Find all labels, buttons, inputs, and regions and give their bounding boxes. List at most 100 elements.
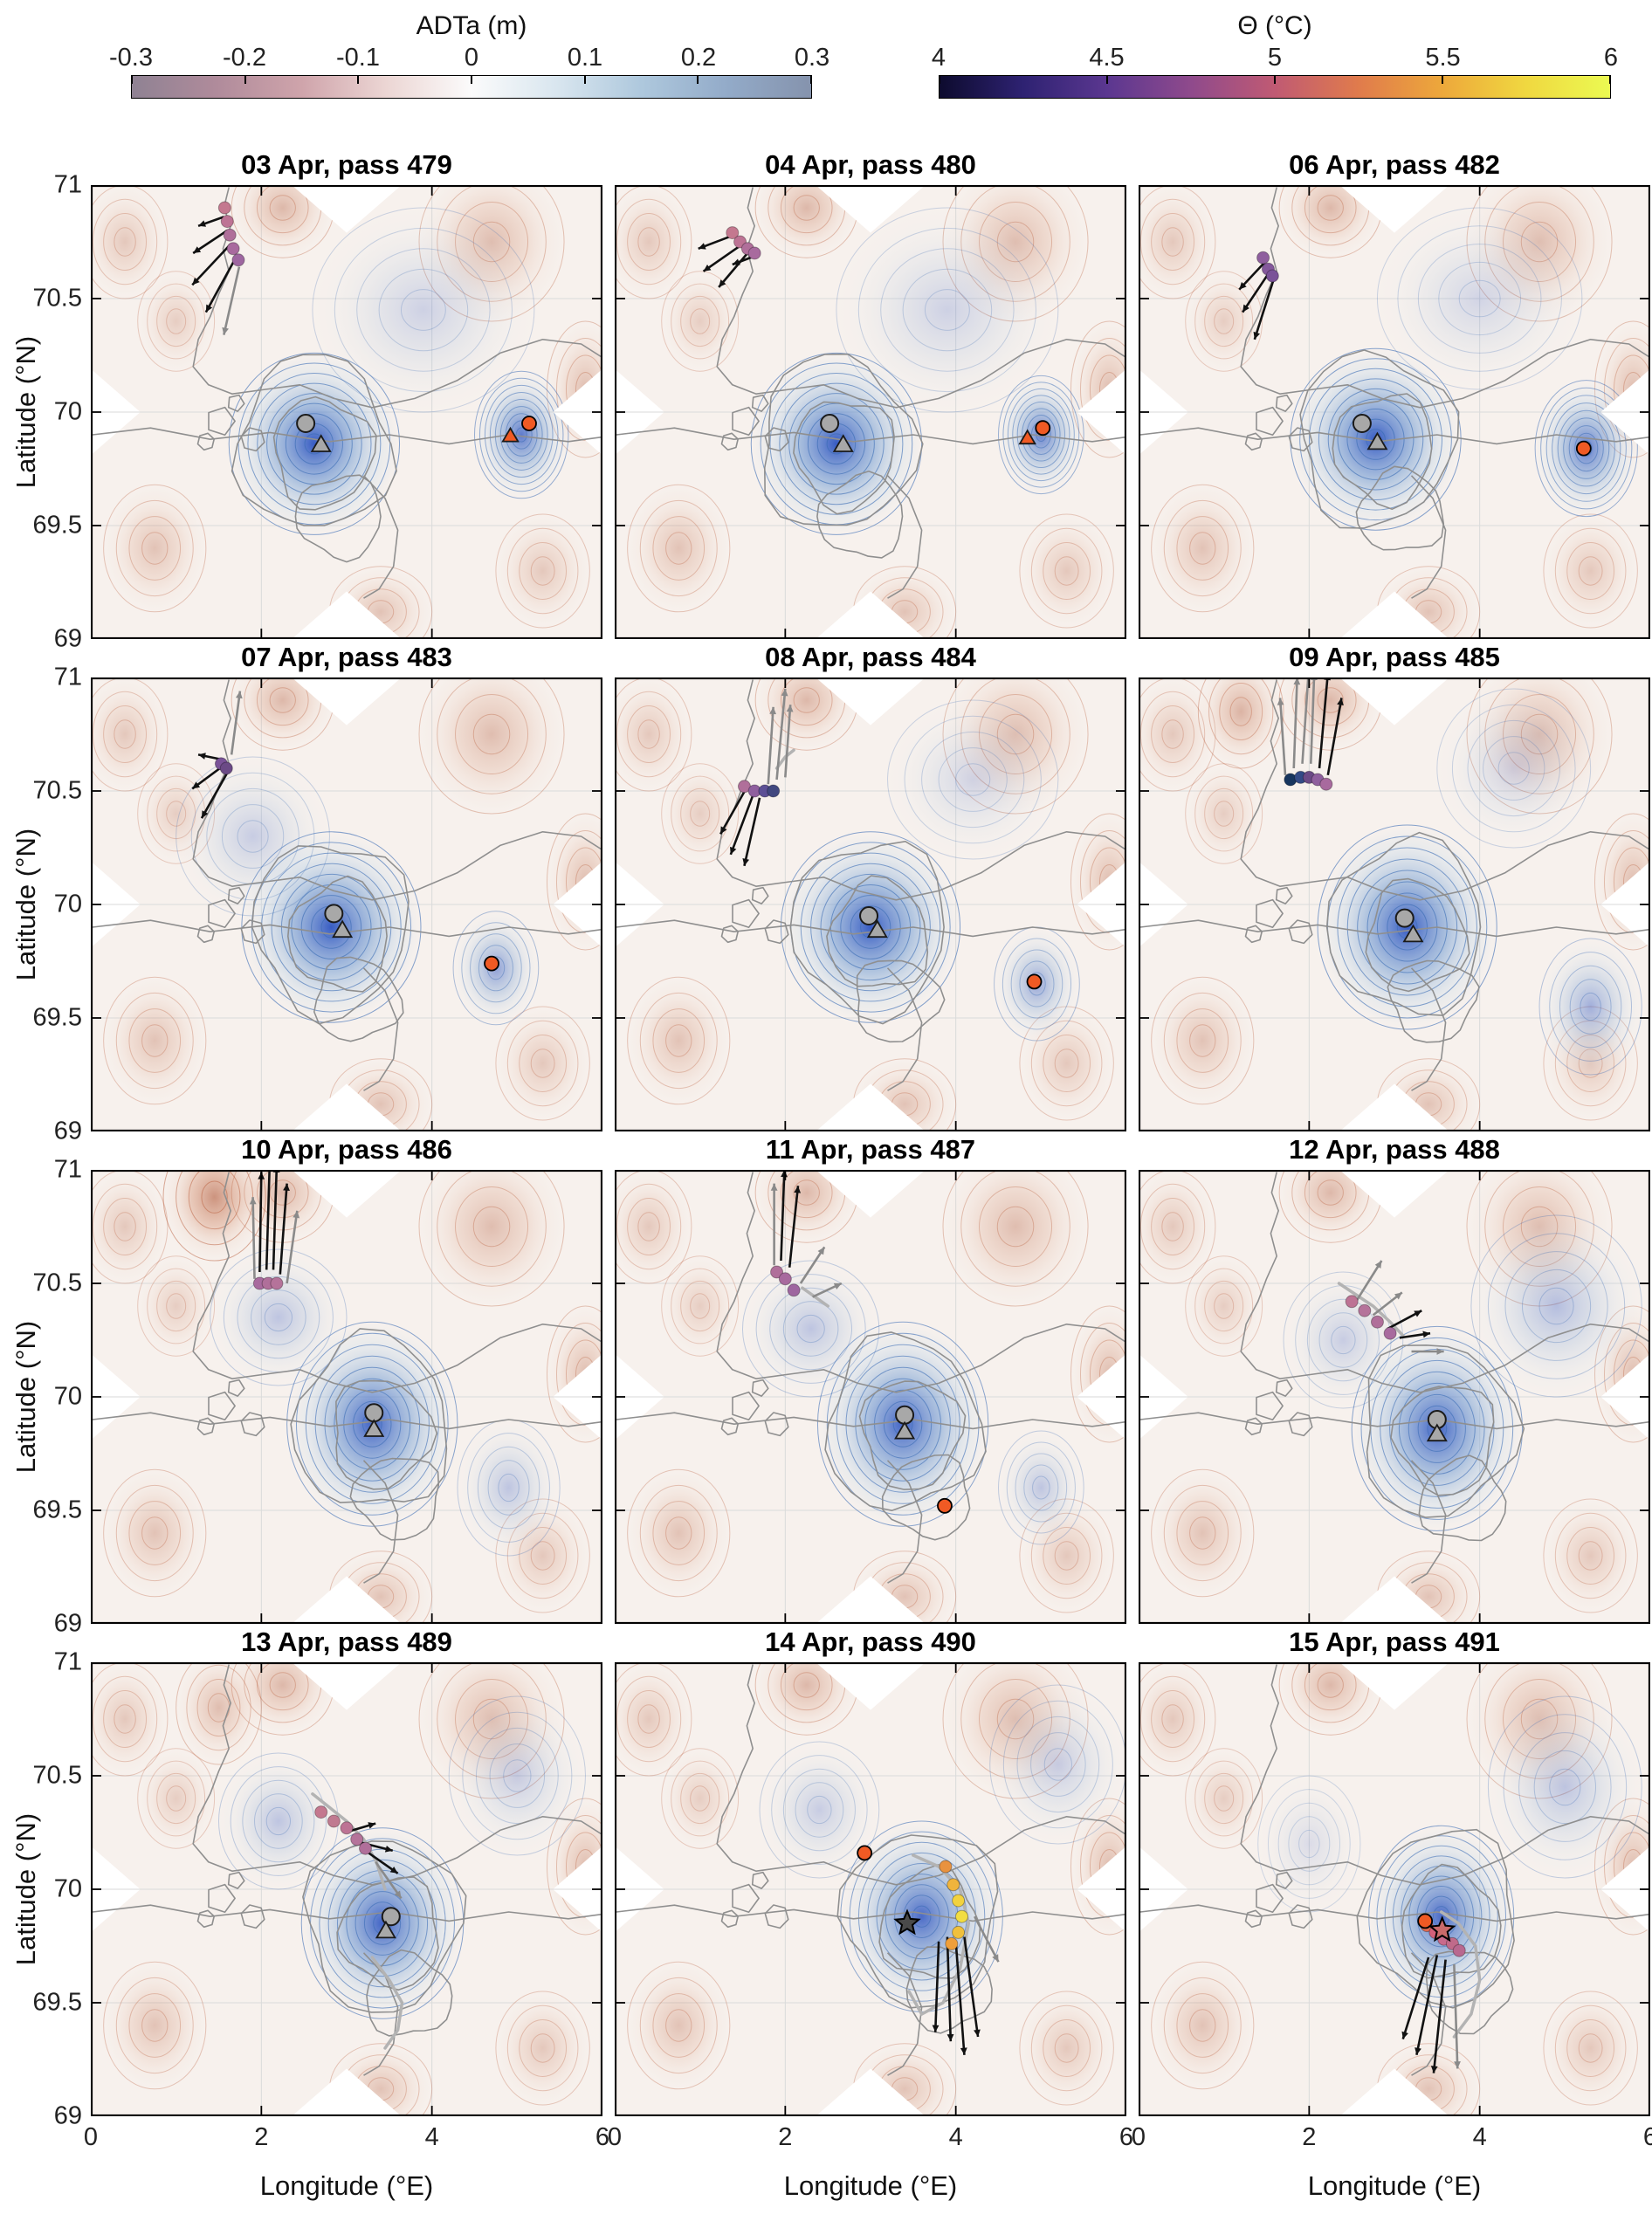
colorbar-tick-label: 0 <box>464 44 479 72</box>
map-panel-11 <box>615 1662 1126 2116</box>
map-panel-2 <box>615 185 1126 639</box>
panel-title-9: 12 Apr, pass 488 <box>1289 1134 1500 1165</box>
panel-title-6: 09 Apr, pass 485 <box>1289 642 1500 672</box>
panel-title-4: 07 Apr, pass 483 <box>241 642 452 672</box>
panel-title-7: 10 Apr, pass 486 <box>241 1134 452 1165</box>
x-tick-label: 2 <box>254 2123 269 2151</box>
y-axis-label-row1: Latitude (°N) <box>10 335 41 489</box>
x-axis-label-col3: Longitude (°E) <box>1307 2170 1482 2201</box>
map-panel-8 <box>615 1170 1126 1624</box>
colorbar-tick-mark <box>1609 76 1611 84</box>
colorbar-tick-mark <box>583 76 586 84</box>
map-panel-12 <box>1139 1662 1650 2116</box>
y-tick-label: 71 <box>53 1647 82 1676</box>
panel-plot-area-9 <box>1139 1170 1650 1624</box>
panel-cell-1: 03 Apr, pass 479 69 69.5 70 70.5 71 <box>33 147 602 653</box>
panel-title-8: 11 Apr, pass 487 <box>765 1134 976 1165</box>
colorbar-tick-label: 0.3 <box>794 44 830 72</box>
map-panel-10 <box>91 1662 602 2116</box>
panel-title-2: 04 Apr, pass 480 <box>765 149 976 180</box>
y-tick-label: 70 <box>53 1382 82 1411</box>
x-tick-label: 4 <box>424 2123 439 2151</box>
panel-cell-11: 14 Apr, pass 490 0 2 4 6 <box>608 1624 1133 2151</box>
panel-cell-4: 07 Apr, pass 483 69 69.5 70 70.5 71 <box>33 639 602 1145</box>
colorbar-tick-label: -0.3 <box>109 44 153 72</box>
map-panel-9 <box>1139 1170 1650 1624</box>
y-tick-label: 70.5 <box>32 1761 82 1790</box>
panel-title-5: 08 Apr, pass 484 <box>765 642 976 672</box>
colorbar-tick-mark <box>939 76 940 84</box>
panel-cell-10: 13 Apr, pass 489 69 69.5 70 70.5 71 0 2 4 6 <box>33 1624 610 2152</box>
colorbar-tick-mark <box>357 76 360 84</box>
panel-plot-area-5 <box>615 677 1126 1131</box>
colorbar-tick-mark <box>244 76 246 84</box>
panel-cell-5: 08 Apr, pass 484 <box>615 639 1126 1131</box>
colorbar-tick-label: -0.2 <box>222 44 266 72</box>
colorbar-tick-label: -0.1 <box>335 44 380 72</box>
map-panel-7 <box>91 1170 602 1624</box>
y-tick-label: 69 <box>53 624 82 653</box>
colorbar-theta: Θ (°C) 4 4.5 5 5.5 6 <box>932 10 1618 115</box>
y-tick-label: 69 <box>53 1609 82 1638</box>
y-tick-label: 69.5 <box>32 511 82 540</box>
x-tick-label: 6 <box>595 2123 610 2151</box>
map-panel-4 <box>91 677 602 1131</box>
colorbar-adta-gradient <box>131 75 812 99</box>
y-tick-label: 71 <box>53 170 82 199</box>
y-tick-label: 70 <box>53 1874 82 1903</box>
colorbar-tick-label: 4.5 <box>1089 44 1125 72</box>
colorbar-adta-title: ADTa (m) <box>416 11 527 40</box>
colorbar-tick-mark <box>697 76 699 84</box>
y-tick-label: 71 <box>53 663 82 691</box>
panel-cell-6: 09 Apr, pass 485 <box>1139 639 1650 1131</box>
map-panel-6 <box>1139 677 1650 1131</box>
panel-cell-7: 10 Apr, pass 486 69 69.5 70 70.5 71 <box>33 1131 602 1638</box>
panel-title-11: 14 Apr, pass 490 <box>765 1626 976 1657</box>
panel-plot-area-4: 69 69.5 70 70.5 71 <box>33 664 602 1145</box>
x-tick-label: 0 <box>83 2123 99 2151</box>
y-axis-label-row4: Latitude (°N) <box>10 1812 41 1966</box>
panel-plot-area-12: 0 2 4 6 <box>1132 1662 1652 2151</box>
y-tick-label: 71 <box>53 1155 82 1184</box>
x-tick-label: 4 <box>1472 2123 1487 2151</box>
x-tick-label: 2 <box>778 2123 793 2151</box>
y-tick-label: 69 <box>53 1117 82 1145</box>
panel-plot-area-6 <box>1139 677 1650 1131</box>
panel-plot-area-11: 0 2 4 6 <box>608 1662 1133 2151</box>
colorbar-tick-label: 0.1 <box>567 44 603 72</box>
x-tick-label: 6 <box>1642 2123 1652 2151</box>
colorbar-theta-tick-row: 4 4.5 5 5.5 6 <box>932 44 1618 73</box>
y-tick-label: 70.5 <box>32 776 82 805</box>
x-tick-label: 0 <box>1131 2123 1146 2151</box>
panel-plot-area-7: 69 69.5 70 70.5 71 <box>33 1156 602 1638</box>
colorbar-tick-label: 6 <box>1603 44 1619 72</box>
panel-cell-3: 06 Apr, pass 482 <box>1139 147 1650 639</box>
colorbar-tick-label: 5 <box>1267 44 1283 72</box>
colorbar-tick-mark <box>131 76 133 84</box>
panel-plot-area-10: 69 69.5 70 70.5 71 0 2 4 6 <box>33 1648 610 2152</box>
colorbar-tick-label: 0.2 <box>680 44 717 72</box>
colorbar-tick-label: 5.5 <box>1425 44 1461 72</box>
map-panel-5 <box>615 677 1126 1131</box>
y-tick-label: 70.5 <box>32 1269 82 1297</box>
colorbar-tick-mark <box>1442 76 1443 84</box>
colorbar-adta: ADTa (m) -0.3 -0.2 -0.1 0 0.1 0.2 0.3 <box>109 10 829 115</box>
panel-grid: 03 Apr, pass 479 69 69.5 70 70.5 71 04 Apr, … <box>33 147 1652 2152</box>
colorbar-tick-mark <box>1274 76 1276 84</box>
y-tick-label: 70 <box>53 397 82 426</box>
colorbar-theta-gradient <box>939 75 1611 99</box>
y-tick-label: 69.5 <box>32 1003 82 1032</box>
colorbar-tick-mark <box>1106 76 1108 84</box>
colorbar-tick-mark <box>810 76 812 84</box>
panel-plot-area-2 <box>615 185 1126 639</box>
panel-title-10: 13 Apr, pass 489 <box>241 1626 452 1657</box>
y-tick-label: 69 <box>53 2101 82 2130</box>
y-tick-label: 69.5 <box>32 1496 82 1524</box>
panel-plot-area-1: 69 69.5 70 70.5 71 <box>33 171 602 653</box>
panel-cell-2: 04 Apr, pass 480 <box>615 147 1126 639</box>
map-panel-3 <box>1139 185 1650 639</box>
colorbar-tick-label: 4 <box>931 44 946 72</box>
x-axis-label-col2: Longitude (°E) <box>783 2170 958 2201</box>
y-tick-label: 70 <box>53 890 82 918</box>
colorbar-theta-title: Θ (°C) <box>1237 11 1312 40</box>
